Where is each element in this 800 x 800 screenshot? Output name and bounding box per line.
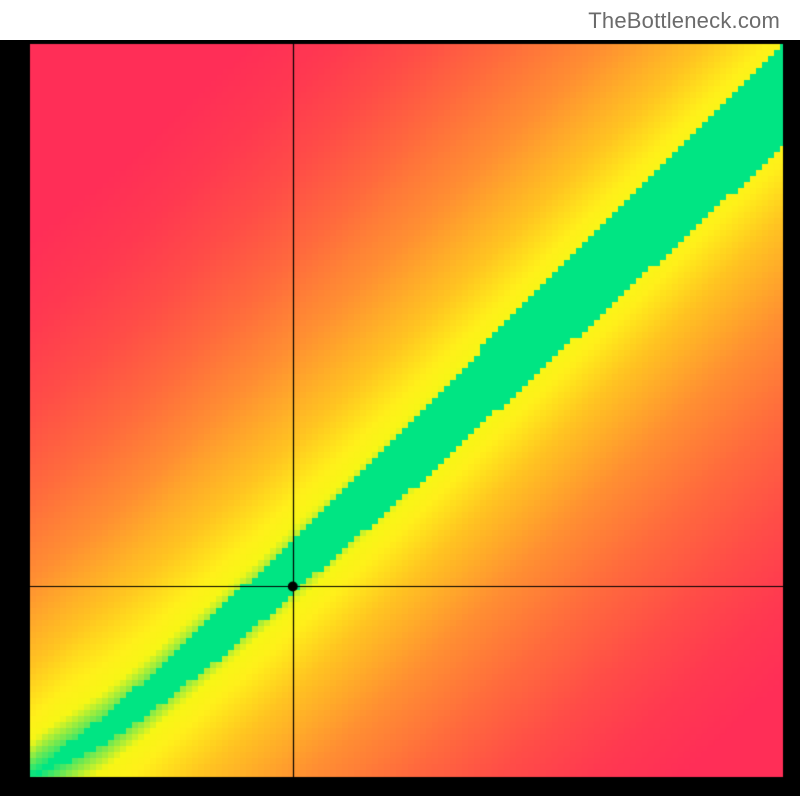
attribution-text: TheBottleneck.com bbox=[588, 8, 780, 34]
heatmap-chart bbox=[0, 40, 800, 796]
chart-container: TheBottleneck.com bbox=[0, 0, 800, 800]
heatmap-canvas bbox=[0, 40, 800, 796]
